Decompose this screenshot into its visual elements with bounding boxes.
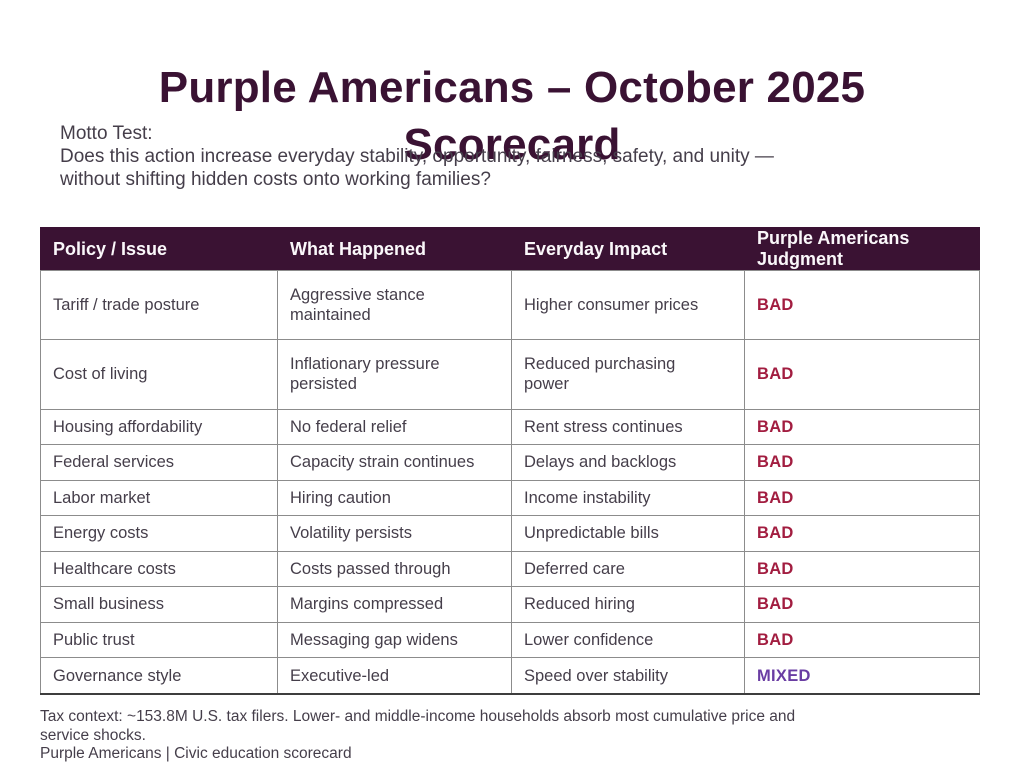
cell-judgment: BAD [744,515,980,552]
motto-line: without shifting hidden costs onto worki… [60,169,491,190]
motto-text: Motto Test: Does this action increase ev… [60,122,960,191]
cell-impact: Higher consumer prices [511,269,745,341]
cell-impact: Reduced hiring [511,586,745,623]
cell-impact: Reduced purchasing power [511,339,745,410]
cell-impact: Rent stress continues [511,408,745,446]
cell-judgment: BAD [744,479,980,517]
table-row: Energy costs Volatility persists Unpredict… [40,515,980,552]
cell-judgment: BAD [744,269,980,341]
column-header: What Happened [277,227,512,271]
footer-tax-context: Tax context: ~153.8M U.S. tax filers. Lo… [40,708,796,725]
cell-judgment: BAD [744,586,980,623]
cell-policy: Tariff / trade posture [40,269,278,341]
cell-policy: Healthcare costs [40,550,278,588]
footer-tax-context: service shocks. [40,726,146,744]
table-row: Governance style Executive-led Speed over … [40,657,980,695]
motto-line: Does this action increase everyday stabi… [60,146,774,167]
table-row: Cost of living Inflationary pressure pers… [40,339,980,410]
column-header: Purple Americans Judgment [744,227,980,271]
column-header: Policy / Issue [40,227,278,271]
table-row: Tariff / trade posture Aggressive stance … [40,269,980,341]
cell-what-happened: Capacity strain continues [277,444,512,481]
cell-impact: Income instability [511,479,745,517]
cell-impact: Speed over stability [511,657,745,695]
cell-what-happened: No federal relief [277,408,512,446]
cell-judgment: BAD [744,339,980,410]
cell-policy: Housing affordability [40,408,278,446]
cell-what-happened: Margins compressed [277,586,512,623]
page-title: Purple Americans – October 2025 Scorecar… [158,63,866,170]
table-row: Federal services Capacity strain continue… [40,444,980,481]
cell-policy: Labor market [40,479,278,517]
table-header-row: Policy / Issue What Happened Everyday Impa… [40,227,980,271]
cell-what-happened: Costs passed through [277,550,512,588]
cell-impact: Delays and backlogs [511,444,745,481]
table-row: Housing affordability No federal relief Re… [40,408,980,446]
motto-label: Motto Test: [60,123,153,144]
table-row: Labor market Hiring caution Income instabi… [40,479,980,517]
cell-what-happened: Volatility persists [277,515,512,552]
table-row: Healthcare costs Costs passed through Defe… [40,550,980,588]
cell-what-happened: Hiring caution [277,479,512,517]
cell-policy: Public trust [40,621,278,659]
cell-judgment: MIXED [744,657,980,695]
cell-impact: Unpredictable bills [511,515,745,552]
table-row: Public trust Messaging gap widens Lower co… [40,621,980,659]
cell-impact: Deferred care [511,550,745,588]
cell-policy: Federal services [40,444,278,481]
scorecard-table: Policy / Issue What Happened Everyday Impa… [40,227,980,695]
cell-policy: Governance style [40,657,278,695]
cell-policy: Energy costs [40,515,278,552]
cell-what-happened: Inflationary pressure persisted [277,339,512,410]
footer-byline: Purple Americans | Civic education score… [40,745,352,762]
cell-what-happened: Messaging gap widens [277,621,512,659]
cell-judgment: BAD [744,550,980,588]
column-header: Everyday Impact [511,227,745,271]
cell-what-happened: Executive-led [277,657,512,695]
cell-policy: Cost of living [40,339,278,410]
table-row: Small business Margins compressed Reduced … [40,586,980,623]
cell-what-happened: Aggressive stance maintained [277,269,512,341]
cell-impact: Lower confidence [511,621,745,659]
cell-judgment: BAD [744,621,980,659]
cell-judgment: BAD [744,444,980,481]
page-footer: Tax context: ~153.8M U.S. tax filers. Lo… [40,708,970,764]
cell-policy: Small business [40,586,278,623]
cell-judgment: BAD [744,408,980,446]
